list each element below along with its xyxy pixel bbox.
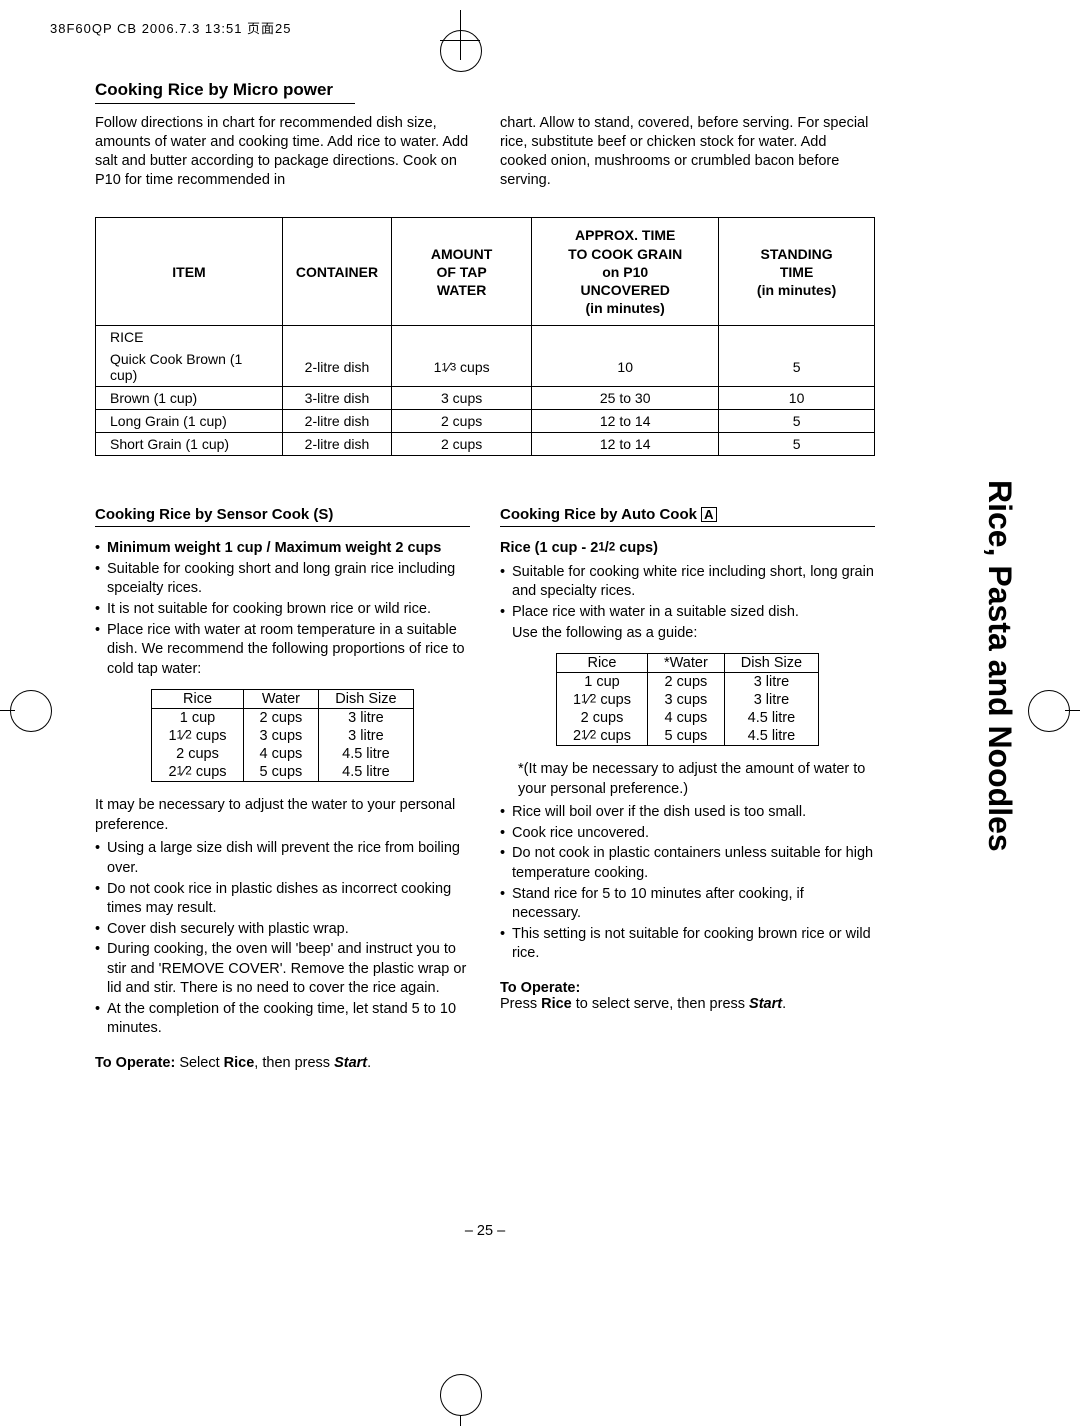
side-chapter-title: Rice, Pasta and Noodles [981, 480, 1018, 852]
auto-title: Cooking Rice by Auto Cook A [500, 506, 875, 527]
th-water: AMOUNTOF TAPWATER [392, 218, 532, 326]
td: 1 cup [556, 673, 647, 692]
table-cell: Quick Cook Brown (1 cup) [96, 348, 283, 387]
auto-cook-column: Cooking Rice by Auto Cook A Rice (1 cup … [500, 506, 875, 1071]
category-cell: RICE [96, 326, 283, 349]
intro-left: Follow directions in chart for recommend… [95, 114, 470, 189]
td: 11⁄2 cups [556, 691, 647, 709]
bullet-text: Place rice with water in a suitable size… [512, 603, 875, 623]
bullet-text: Rice will boil over if the dish used is … [512, 803, 875, 823]
water-note: *(It may be necessary to adjust the amou… [500, 760, 875, 799]
header-meta: 38F60QP CB 2006.7.3 13:51 页面25 [50, 18, 292, 37]
td: 11⁄2 cups [152, 727, 243, 745]
td: 4.5 litre [724, 727, 818, 746]
th: Dish Size [319, 690, 413, 709]
page-number: – 25 – [95, 1223, 875, 1239]
table-cell: 3 cups [392, 387, 532, 410]
bullet-text: Do not cook rice in plastic dishes as in… [107, 880, 470, 919]
bullet-text: During cooking, the oven will 'beep' and… [107, 940, 470, 999]
td: 3 litre [724, 673, 818, 692]
th-standing: STANDINGTIME(in minutes) [719, 218, 875, 326]
rice-main-table: ITEM CONTAINER AMOUNTOF TAPWATER APPROX.… [95, 217, 875, 456]
th: Dish Size [724, 654, 818, 673]
th: *Water [648, 654, 725, 673]
bullet-text: Minimum weight 1 cup / Maximum weight 2 … [107, 539, 470, 559]
td: 4.5 litre [724, 709, 818, 727]
table-cell: 10 [719, 387, 875, 410]
bullet-text: This setting is not suitable for cooking… [512, 925, 875, 964]
table-cell: 3-litre dish [282, 387, 391, 410]
th: Water [243, 690, 319, 709]
section-title: Cooking Rice by Micro power [95, 80, 355, 104]
table-cell: 2-litre dish [282, 348, 391, 387]
intro-columns: Follow directions in chart for recommend… [95, 114, 875, 189]
table-cell: 25 to 30 [532, 387, 719, 410]
table-cell: 12 to 14 [532, 433, 719, 456]
td: 4 cups [648, 709, 725, 727]
table-cell: 2-litre dish [282, 410, 391, 433]
intro-right: chart. Allow to stand, covered, before s… [500, 114, 875, 189]
table-cell: 5 [719, 433, 875, 456]
table-cell: 5 [719, 410, 875, 433]
td: 1 cup [152, 709, 243, 728]
bullet-text: Cook rice uncovered. [512, 824, 875, 844]
table-cell: Brown (1 cup) [96, 387, 283, 410]
bullet-text: Place rice with water at room temperatur… [107, 621, 470, 680]
th-item: ITEM [96, 218, 283, 326]
td: 4 cups [243, 745, 319, 763]
rice-range: Rice (1 cup - 21/2 cups) [500, 539, 875, 559]
bullet-text: It is not suitable for cooking brown ric… [107, 600, 470, 620]
bullet-text: Suitable for cooking white rice includin… [512, 563, 875, 602]
crop-mark [0, 690, 50, 730]
crop-mark [430, 1376, 490, 1426]
sensor-rice-table: Rice Water Dish Size 1 cup2 cups3 litre … [151, 689, 413, 782]
operate-block: To Operate: Press Rice to select serve, … [500, 980, 875, 1012]
th: Rice [556, 654, 647, 673]
th-time: APPROX. TIMETO COOK GRAINon P10UNCOVERED… [532, 218, 719, 326]
td: 2 cups [648, 673, 725, 692]
bullet-text: Using a large size dish will prevent the… [107, 839, 470, 878]
td: 4.5 litre [319, 763, 413, 782]
td: 5 cups [648, 727, 725, 746]
bullet-text: Stand rice for 5 to 10 minutes after coo… [512, 885, 875, 924]
paragraph: It may be necessary to adjust the water … [95, 796, 470, 835]
td: 3 cups [243, 727, 319, 745]
operate-line: To Operate: Select Rice, then press Star… [95, 1055, 470, 1071]
table-cell: 11⁄3 cups [392, 348, 532, 387]
two-column-section: Cooking Rice by Sensor Cook (S) •Minimum… [95, 506, 875, 1071]
crop-mark [1030, 690, 1080, 730]
table-cell: 5 [719, 348, 875, 387]
bullet-text: At the completion of the cooking time, l… [107, 1000, 470, 1039]
td: 21⁄2 cups [556, 727, 647, 746]
boxed-a-icon: A [701, 507, 716, 522]
sensor-title: Cooking Rice by Sensor Cook (S) [95, 506, 470, 527]
sensor-cook-column: Cooking Rice by Sensor Cook (S) •Minimum… [95, 506, 470, 1071]
td: 3 litre [724, 691, 818, 709]
bullet-text: Suitable for cooking short and long grai… [107, 560, 470, 599]
td: 3 litre [319, 709, 413, 728]
bullet-text: Do not cook in plastic containers unless… [512, 844, 875, 883]
table-cell: 2 cups [392, 433, 532, 456]
td: 4.5 litre [319, 745, 413, 763]
crop-mark [460, 20, 461, 60]
table-cell: 2-litre dish [282, 433, 391, 456]
td: 3 cups [648, 691, 725, 709]
td: 2 cups [243, 709, 319, 728]
table-cell: 10 [532, 348, 719, 387]
td: 2 cups [152, 745, 243, 763]
td: 3 litre [319, 727, 413, 745]
auto-rice-table: Rice *Water Dish Size 1 cup2 cups3 litre… [556, 653, 819, 746]
page-content: Cooking Rice by Micro power Follow direc… [95, 80, 875, 1239]
table-cell: Long Grain (1 cup) [96, 410, 283, 433]
th-container: CONTAINER [282, 218, 391, 326]
bullet-text: Cover dish securely with plastic wrap. [107, 920, 470, 940]
guide-line: Use the following as a guide: [500, 624, 875, 644]
td: 2 cups [556, 709, 647, 727]
td: 21⁄2 cups [152, 763, 243, 782]
td: 5 cups [243, 763, 319, 782]
table-cell: Short Grain (1 cup) [96, 433, 283, 456]
table-cell: 2 cups [392, 410, 532, 433]
th: Rice [152, 690, 243, 709]
table-cell: 12 to 14 [532, 410, 719, 433]
